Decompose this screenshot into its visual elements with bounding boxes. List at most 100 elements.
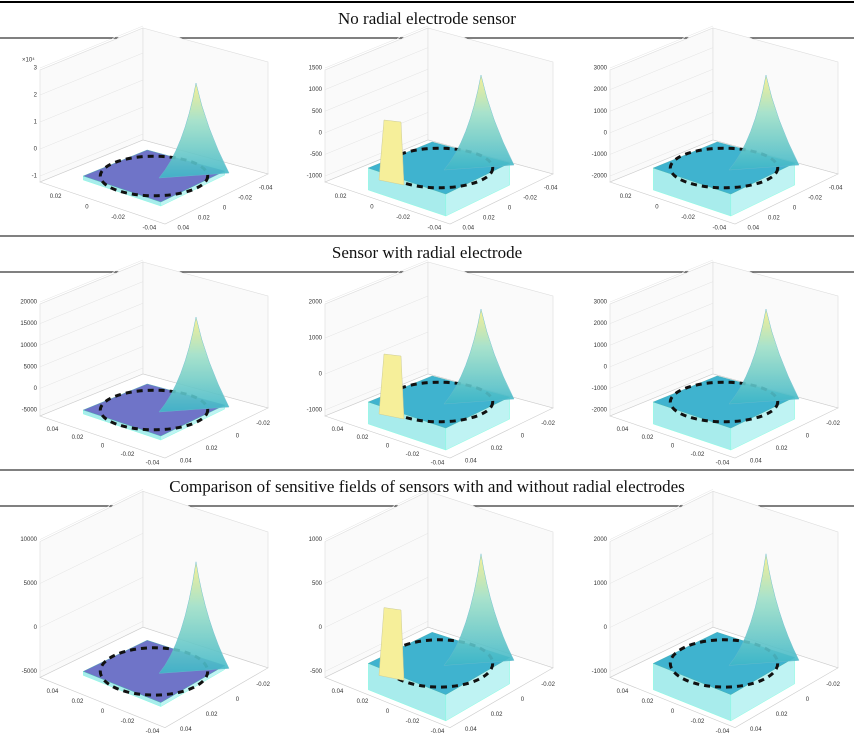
- y-tick-label: 0.04: [462, 226, 474, 232]
- x-tick-label: -0.02: [121, 452, 135, 458]
- x-tick-label: 0: [655, 204, 659, 210]
- x-tick-label: -0.02: [691, 719, 705, 725]
- x-tick-label: 0: [386, 444, 390, 450]
- y-tick-label: 0.04: [750, 458, 762, 464]
- y-tick-label: 0: [806, 697, 810, 703]
- z-tick-label: 0: [319, 372, 323, 378]
- z-tick-label: 1000: [309, 336, 323, 342]
- x-tick-label: 0.02: [357, 435, 369, 441]
- y-tick-label: 0.04: [465, 727, 477, 733]
- z-tick-label: 0: [319, 130, 323, 136]
- x-tick-label: -0.02: [396, 215, 410, 221]
- z-tick-label: 0: [604, 625, 608, 631]
- y-tick-label: 0.02: [483, 216, 495, 222]
- x-tick-label: -0.04: [428, 225, 442, 231]
- x-tick-label: 0: [671, 709, 675, 715]
- plot-panel: 200010000-10000.040.020-0.02-0.04-0.0200…: [592, 489, 841, 735]
- x-tick-label: -0.04: [713, 225, 727, 231]
- y-tick-label: 0: [521, 433, 525, 439]
- z-tick-label: -500: [310, 669, 323, 675]
- plot-panel: 3000200010000-1000-20000.040.020-0.02-0.…: [592, 260, 841, 466]
- x-tick-label: -0.02: [406, 719, 420, 725]
- figure: No radial electrode sensor 3 2 1 0 -1 ×10⁴ 0.02…: [0, 0, 854, 742]
- row-title: Sensor with radial electrode: [332, 243, 522, 262]
- x-tick-label: 0.04: [332, 427, 344, 433]
- x-tick-label: 0: [386, 709, 390, 715]
- x-tick-label: 0: [101, 444, 105, 450]
- y-tick-label: -0.02: [808, 196, 822, 202]
- z-tick-label: -500: [310, 152, 323, 158]
- y-tick-label: 0: [223, 206, 227, 212]
- y-tick-label: 0: [806, 433, 810, 439]
- z-tick-label: 1000: [309, 537, 323, 543]
- z-tick-label: 2: [34, 93, 38, 99]
- x-tick-label: 0: [85, 204, 89, 210]
- x-tick-label: -0.04: [716, 729, 730, 735]
- x-tick-label: 0.02: [335, 194, 347, 200]
- y-tick-label: 0.02: [776, 446, 788, 452]
- y-tick-label: 0.04: [465, 458, 477, 464]
- y-tick-label: 0: [236, 697, 240, 703]
- x-tick-label: -0.02: [691, 452, 705, 458]
- y-tick-label: -0.02: [238, 196, 252, 202]
- y-tick-label: -0.04: [544, 186, 558, 192]
- plot-panel: 1000050000-50000.040.020-0.02-0.04-0.020…: [20, 489, 270, 735]
- z-tick-label: 10000: [20, 343, 37, 349]
- y-tick-label: 0.02: [491, 446, 503, 452]
- z-tick-label: 5000: [24, 581, 38, 587]
- y-tick-label: -0.02: [256, 682, 270, 688]
- x-tick-label: -0.04: [146, 460, 160, 466]
- y-tick-label: 0.04: [747, 226, 759, 232]
- y-tick-label: -0.02: [826, 682, 840, 688]
- x-tick-label: 0.04: [332, 689, 344, 695]
- x-tick-label: -0.04: [431, 460, 445, 466]
- y-tick-label: 0.04: [180, 727, 192, 733]
- x-tick-label: 0.02: [357, 699, 369, 705]
- z-tick-label: 1000: [594, 109, 608, 115]
- z-tick-label: -1000: [592, 386, 608, 392]
- x-tick-label: 0.02: [642, 699, 654, 705]
- z-tick-label: 2000: [594, 321, 608, 327]
- z-tick-label: 500: [312, 109, 323, 115]
- x-tick-label: 0.02: [72, 435, 84, 441]
- z-tick-label: -1000: [592, 152, 608, 158]
- x-tick-label: -0.02: [406, 452, 420, 458]
- y-tick-label: 0: [236, 433, 240, 439]
- y-tick-label: 0: [793, 206, 797, 212]
- z-tick-label: -1000: [307, 174, 323, 180]
- z-tick-label: 0: [604, 364, 608, 370]
- y-tick-label: 0.04: [180, 458, 192, 464]
- x-tick-label: 0: [671, 444, 675, 450]
- z-tick-label: -5000: [22, 408, 38, 414]
- z-tick-label: -1: [32, 174, 38, 180]
- y-tick-label: 0.04: [177, 226, 189, 232]
- x-tick-label: -0.04: [143, 225, 157, 231]
- z-tick-label: 20000: [20, 300, 37, 306]
- z-tick-label: 1000: [594, 581, 608, 587]
- z-tick-label: 3: [34, 66, 38, 72]
- x-tick-label: 0.04: [617, 689, 629, 695]
- x-tick-label: 0: [101, 709, 105, 715]
- y-tick-label: -0.02: [523, 196, 537, 202]
- y-tick-label: 0.02: [198, 216, 210, 222]
- z-tick-label: -1000: [307, 408, 323, 414]
- z-tick-label: 1000: [594, 343, 608, 349]
- plot-panel: 3000200010000-1000-20000.020-0.02-0.04-0…: [592, 26, 844, 232]
- x-tick-label: -0.04: [146, 729, 160, 735]
- z-tick-label: 1: [34, 120, 38, 126]
- y-tick-label: 0: [508, 206, 512, 212]
- z-tick-label: 1000: [309, 87, 323, 93]
- row-title: No radial electrode sensor: [338, 9, 516, 28]
- z-tick-label: 0: [319, 625, 323, 631]
- x-tick-label: -0.04: [431, 729, 445, 735]
- z-tick-label: 15000: [20, 321, 37, 327]
- y-tick-label: -0.02: [541, 682, 555, 688]
- z-exponent: ×10⁴: [22, 57, 35, 64]
- y-tick-label: -0.02: [826, 421, 840, 427]
- z-tick-label: 0: [604, 130, 608, 136]
- x-tick-label: -0.02: [111, 215, 125, 221]
- y-tick-label: 0.02: [206, 712, 218, 718]
- x-tick-label: -0.02: [681, 215, 695, 221]
- plot-panel: 20000150001000050000-50000.040.020-0.02-…: [20, 260, 270, 466]
- plot-panel: 150010005000-500-10000.020-0.02-0.04-0.0…: [307, 26, 559, 232]
